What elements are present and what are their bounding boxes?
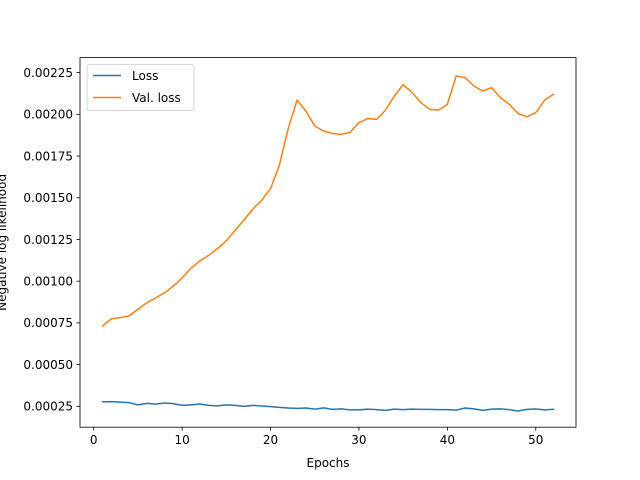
series-lines	[101, 75, 555, 412]
y-tick-label: 0.00175	[23, 149, 73, 163]
plot-area	[80, 57, 576, 428]
x-axis-label: Epochs	[307, 456, 350, 470]
x-tick-label: 20	[263, 433, 278, 447]
series-line-loss	[101, 400, 555, 412]
y-tick-label: 0.00200	[23, 108, 73, 122]
x-tick-label: 10	[174, 433, 189, 447]
y-tick-label: 0.00025	[23, 400, 73, 414]
y-tick-label: 0.00150	[23, 191, 73, 205]
legend: Loss Val. loss	[86, 64, 195, 111]
legend-label-val-loss: Val. loss	[132, 91, 181, 105]
y-tick-label: 0.00100	[23, 274, 73, 288]
y-tick-label: 0.00075	[23, 316, 73, 330]
y-axis-label: Negative log likelihood	[0, 174, 9, 311]
x-tick-label: 40	[440, 433, 455, 447]
axes-frame	[79, 57, 577, 428]
y-tick-label: 0.00225	[23, 66, 73, 80]
x-tick-label: 30	[351, 433, 366, 447]
y-axis-ticks: 0.00025 0.00050 0.00075 0.00100 0.00125 0.001…	[23, 66, 80, 414]
x-tick-label: 50	[528, 433, 543, 447]
series-line-val-loss	[101, 75, 555, 327]
x-axis-ticks: 0 10 20 30 40 50	[90, 427, 543, 447]
y-tick-label: 0.00125	[23, 233, 73, 247]
x-tick-label: 0	[90, 433, 98, 447]
legend-label-loss: Loss	[132, 69, 158, 83]
y-tick-label: 0.00050	[23, 358, 73, 372]
